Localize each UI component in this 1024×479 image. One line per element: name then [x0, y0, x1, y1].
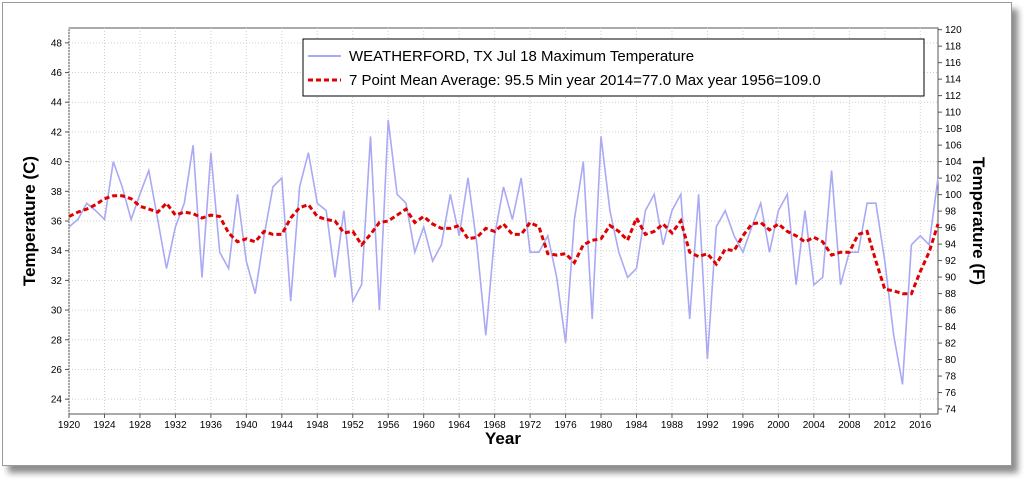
y2-axis-ticks: 74 76 78 80 82 84 86 88 90 92 94 96 98 100 102 104 106 10… — [938, 25, 962, 416]
grid-lines — [68, 28, 938, 414]
y2-axis-title: Temperature (F) — [969, 157, 988, 285]
y-tick-label: 24 — [51, 395, 63, 406]
y2-tick-label: 74 — [945, 405, 957, 416]
y-axis-title: Temperature (C) — [20, 156, 39, 286]
x-tick-label: 1948 — [306, 420, 329, 431]
x-tick-label: 1928 — [129, 420, 152, 431]
y2-tick-label: 104 — [945, 157, 962, 168]
y2-tick-label: 116 — [945, 58, 961, 69]
x-tick-label: 1984 — [625, 420, 648, 431]
y-tick-label: 38 — [51, 187, 63, 198]
y2-tick-label: 94 — [945, 240, 957, 251]
x-tick-label: 2004 — [803, 420, 826, 431]
x-tick-label: 1920 — [58, 420, 81, 431]
x-tick-label: 1992 — [696, 420, 719, 431]
y-tick-label: 44 — [51, 98, 63, 109]
x-tick-label: 1952 — [342, 420, 365, 431]
y2-tick-label: 88 — [945, 289, 957, 300]
y2-tick-label: 110 — [945, 108, 961, 119]
legend-label-max-temp: WEATHERFORD, TX Jul 18 Maximum Temperatu… — [349, 48, 694, 65]
y2-tick-label: 78 — [945, 372, 957, 383]
y2-tick-label: 100 — [945, 190, 962, 201]
x-tick-label: 1960 — [413, 420, 436, 431]
x-tick-label: 1944 — [271, 420, 294, 431]
legend: WEATHERFORD, TX Jul 18 Maximum Temperatu… — [302, 38, 925, 97]
y2-tick-label: 118 — [945, 42, 961, 53]
y-tick-label: 40 — [51, 157, 63, 168]
x-tick-label: 1940 — [235, 420, 258, 431]
x-tick-label: 2016 — [909, 420, 932, 431]
x-tick-label: 1976 — [554, 420, 577, 431]
y2-tick-label: 90 — [945, 273, 957, 284]
legend-box — [302, 38, 925, 97]
temperature-line-chart: 1920 1924 1928 1932 1936 1940 1944 1948 1952 1956… — [20, 25, 988, 448]
y2-tick-label: 92 — [945, 256, 957, 267]
y-tick-label: 30 — [51, 306, 63, 317]
max-temperature-line — [68, 119, 939, 385]
x-tick-label: 1972 — [519, 420, 542, 431]
y2-tick-label: 80 — [945, 355, 957, 366]
y2-tick-label: 86 — [945, 306, 957, 317]
y2-tick-label: 82 — [945, 339, 957, 350]
x-tick-label: 2000 — [767, 420, 790, 431]
x-tick-label: 1988 — [661, 420, 684, 431]
y2-tick-label: 114 — [945, 75, 961, 86]
x-tick-label: 2012 — [874, 420, 897, 431]
y-tick-label: 36 — [51, 217, 63, 228]
x-tick-label: 1936 — [200, 420, 223, 431]
y2-tick-label: 96 — [945, 223, 957, 234]
x-tick-label: 1924 — [93, 420, 116, 431]
y-tick-label: 28 — [51, 335, 63, 346]
y-tick-label: 48 — [51, 38, 63, 49]
y2-tick-label: 84 — [945, 322, 957, 333]
chart-frame: 1920 1924 1928 1932 1936 1940 1944 1948 1952 1956… — [2, 2, 1012, 466]
y-tick-label: 46 — [51, 68, 63, 79]
x-tick-label: 1996 — [732, 420, 755, 431]
x-axis-title: Year — [485, 429, 521, 448]
y2-tick-label: 108 — [945, 124, 962, 135]
y-tick-label: 34 — [51, 246, 63, 257]
y-tick-label: 32 — [51, 276, 63, 287]
y-tick-label: 42 — [51, 127, 63, 138]
x-axis-ticks: 1920 1924 1928 1932 1936 1940 1944 1948 1952 1956… — [58, 414, 932, 431]
x-tick-label: 1956 — [377, 420, 400, 431]
legend-label-7pt-mean: 7 Point Mean Average: 95.5 Min year 2014… — [349, 72, 821, 89]
y2-tick-label: 112 — [945, 91, 961, 102]
x-tick-label: 2008 — [838, 420, 861, 431]
x-tick-label: 1932 — [164, 420, 187, 431]
series-lines — [68, 119, 940, 385]
y-axis-ticks: 24 26 28 30 32 34 36 38 40 42 44 46 48 — [51, 38, 69, 406]
y2-tick-label: 76 — [945, 388, 957, 399]
y2-tick-label: 98 — [945, 207, 957, 218]
x-tick-label: 1968 — [484, 420, 507, 431]
y2-tick-label: 120 — [945, 25, 962, 36]
x-tick-label: 1980 — [590, 420, 613, 431]
y2-tick-label: 106 — [945, 141, 962, 152]
x-tick-label: 1964 — [448, 420, 471, 431]
y-tick-label: 26 — [51, 365, 63, 376]
y2-tick-label: 102 — [945, 174, 962, 185]
